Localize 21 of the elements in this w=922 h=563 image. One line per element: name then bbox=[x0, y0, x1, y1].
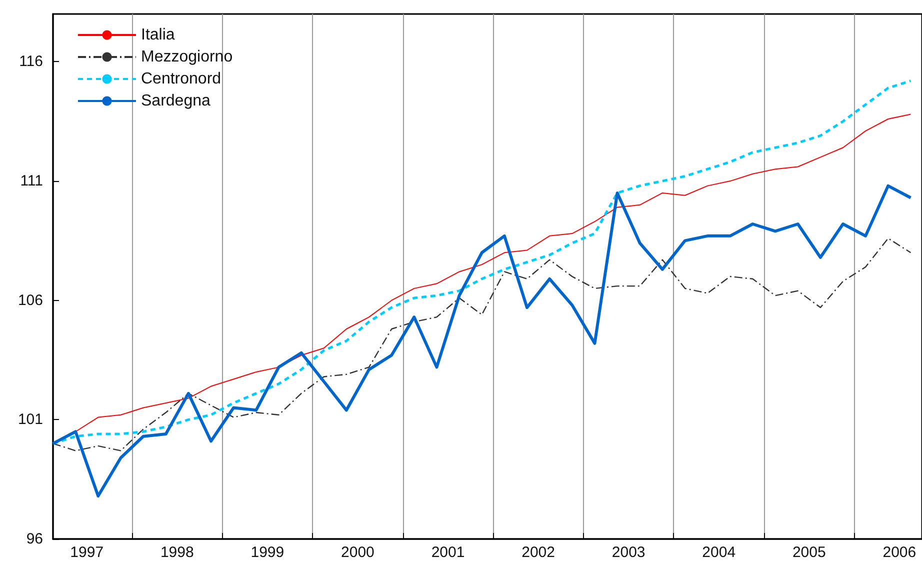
legend-label: Sardegna bbox=[141, 92, 210, 110]
line-series bbox=[52, 238, 912, 452]
x-tick-label: 2006 bbox=[882, 544, 916, 561]
legend-label: Italia bbox=[141, 26, 175, 44]
y-tick-label: 106 bbox=[18, 292, 43, 309]
line-series bbox=[52, 184, 912, 498]
x-tick-label: 1998 bbox=[160, 544, 194, 561]
x-tick-label: 2003 bbox=[612, 544, 646, 561]
x-tick-label: 1999 bbox=[250, 544, 284, 561]
legend-label: Mezzogiorno bbox=[141, 48, 233, 66]
x-tick-label: 2000 bbox=[341, 544, 374, 561]
x-tick-label: 2004 bbox=[702, 544, 736, 561]
x-tick-label: 2001 bbox=[431, 544, 465, 561]
y-tick-label: 116 bbox=[19, 53, 43, 70]
y-tick-label: 101 bbox=[18, 411, 43, 428]
x-tick-label: 1997 bbox=[70, 544, 104, 561]
x-tick-label: 2005 bbox=[792, 544, 826, 561]
y-tick-label: 111 bbox=[20, 172, 43, 190]
y-tick-label: 96 bbox=[26, 530, 43, 548]
x-tick-label: 2002 bbox=[522, 544, 555, 561]
legend-label: Centronord bbox=[141, 70, 222, 88]
